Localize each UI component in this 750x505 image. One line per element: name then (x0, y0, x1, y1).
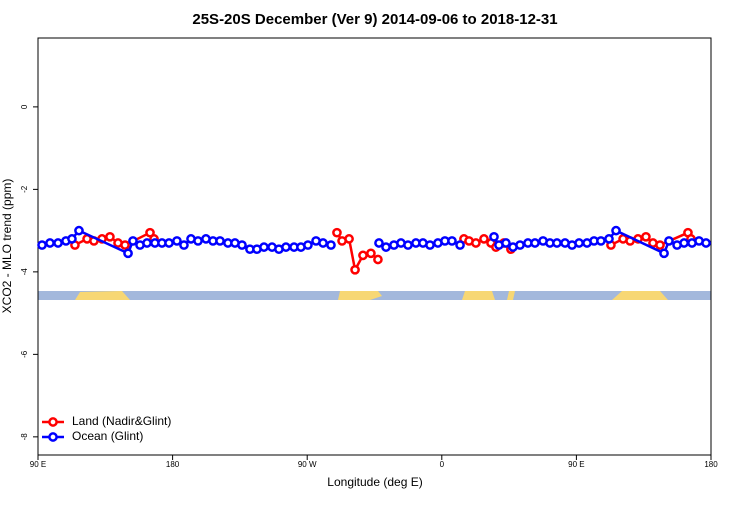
data-point (515, 240, 525, 250)
data-point (489, 231, 499, 242)
legend-label: Land (Nadir&Glint) (72, 414, 171, 428)
y-tick-label: -6 (20, 350, 29, 358)
x-tick-label: 90 E (568, 460, 584, 469)
data-point (358, 250, 368, 261)
x-tick-label: 90 W (298, 460, 317, 469)
data-point (45, 238, 55, 248)
y-tick-label: -4 (20, 268, 29, 276)
data-point (350, 264, 360, 275)
data-point (373, 254, 383, 265)
data-point (318, 238, 328, 248)
data-point (303, 240, 313, 250)
data-point (479, 234, 489, 244)
legend-label: Ocean (Glint) (72, 429, 143, 443)
data-point (530, 238, 540, 248)
data-point (471, 238, 481, 248)
data-point (366, 248, 376, 259)
data-point (326, 240, 336, 250)
data-point (120, 240, 130, 250)
x-tick-label: 0 (440, 460, 445, 469)
data-point (74, 225, 84, 236)
data-point (611, 225, 621, 236)
data-point (641, 231, 651, 242)
data-point (259, 242, 269, 252)
chart-title: 25S-20S December (Ver 9) 2014-09-06 to 2… (192, 11, 557, 28)
legend-marker (48, 432, 58, 442)
data-point (664, 236, 674, 246)
data-point (425, 240, 435, 250)
data-point (679, 238, 689, 248)
data-point (655, 240, 665, 250)
data-point (128, 236, 138, 246)
x-tick-label: 180 (704, 460, 718, 469)
data-point (215, 236, 225, 246)
land-band (338, 291, 382, 300)
legend-marker (48, 417, 58, 427)
data-point (604, 234, 614, 244)
data-point (574, 238, 584, 248)
y-tick-label: -8 (20, 433, 29, 441)
data-point (37, 240, 47, 250)
data-point (53, 238, 63, 248)
data-point (552, 238, 562, 248)
series (37, 225, 711, 259)
land-band (507, 291, 515, 300)
x-axis-label: Longitude (deg E) (327, 475, 422, 489)
legend: Land (Nadir&Glint)Ocean (Glint) (42, 414, 171, 443)
data-point (332, 227, 342, 238)
data-point (281, 242, 291, 252)
data-point (179, 240, 189, 250)
data-point (374, 238, 384, 248)
data-point (123, 248, 133, 259)
data-point (455, 240, 465, 250)
land-band (612, 291, 668, 300)
data-point (447, 236, 457, 246)
y-tick-label: 0 (20, 104, 29, 109)
data-point (193, 236, 203, 246)
data-point (381, 242, 391, 252)
data-point (701, 238, 711, 248)
data-point (67, 234, 77, 244)
data-point (142, 238, 152, 248)
y-tick-label: -2 (20, 185, 29, 193)
data-point (344, 234, 354, 244)
data-point (596, 236, 606, 246)
data-point (164, 238, 174, 248)
data-point (659, 248, 669, 259)
x-tick-label: 90 E (30, 460, 46, 469)
data-point (237, 240, 247, 250)
data-point (105, 231, 115, 242)
land-band (462, 291, 495, 300)
map-band (38, 291, 711, 300)
data-point (403, 240, 413, 250)
x-tick-label: 180 (166, 460, 180, 469)
y-axis-label: XCO2 - MLO trend (ppm) (0, 179, 14, 314)
data-point (501, 238, 511, 248)
data-point (172, 236, 182, 246)
land-band (75, 291, 130, 300)
